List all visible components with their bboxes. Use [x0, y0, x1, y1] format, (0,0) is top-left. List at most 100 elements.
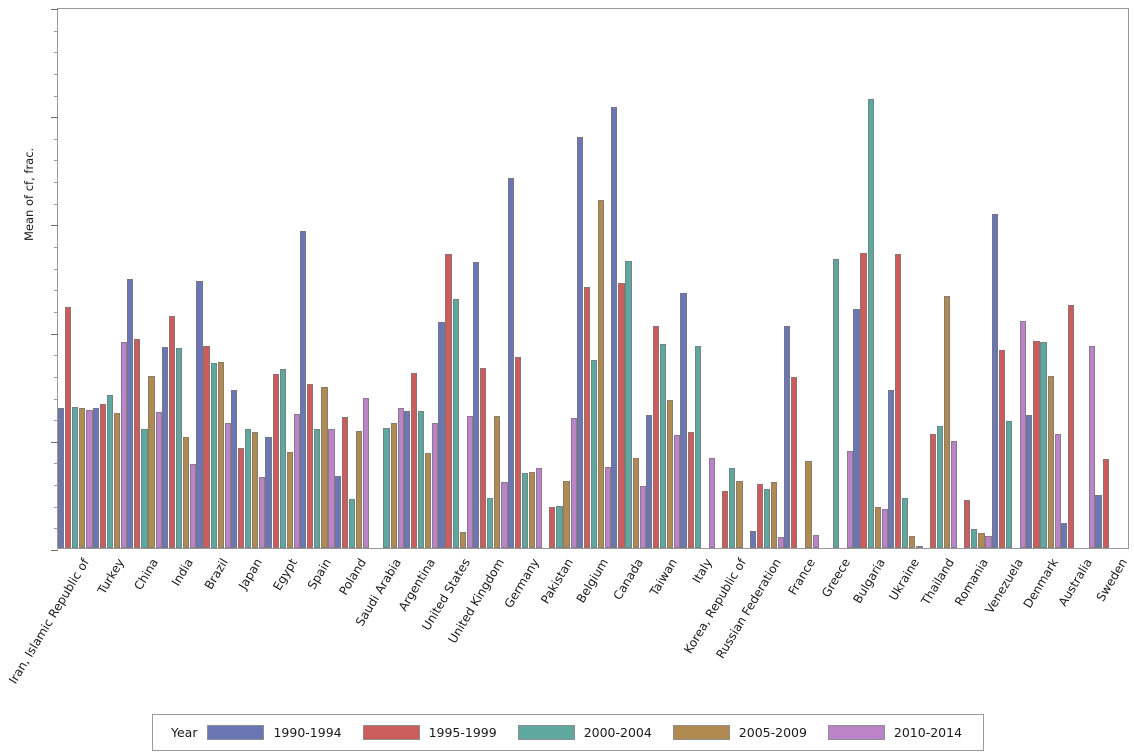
x-tick-label-wrap: Pakistan — [539, 556, 577, 606]
legend-swatch — [672, 725, 730, 740]
y-tick-major — [51, 441, 58, 443]
bar — [417, 410, 425, 548]
x-tick-label: Greece — [819, 556, 854, 600]
bar — [694, 345, 701, 548]
bar — [1060, 523, 1068, 548]
bar — [230, 390, 238, 548]
bar — [652, 326, 660, 548]
bar — [134, 339, 141, 548]
bar — [321, 386, 328, 548]
bar — [224, 422, 231, 548]
y-tick-minor — [54, 247, 58, 249]
bar — [763, 488, 770, 548]
x-tick-label-wrap: Venezuela — [982, 556, 1026, 616]
y-tick-minor — [54, 528, 58, 530]
bar — [598, 199, 605, 548]
bar — [521, 473, 528, 548]
bar — [348, 499, 356, 548]
legend-item[interactable]: 2005-2009 — [672, 725, 828, 740]
bar — [902, 498, 909, 548]
x-tick-label: Egypt — [269, 556, 300, 593]
y-tick-minor — [54, 203, 58, 205]
y-tick-minor — [54, 420, 58, 422]
legend-label: 2000-2004 — [583, 725, 652, 740]
bar — [245, 428, 252, 548]
plot-area: Mean of cf, frac. 0.001.002.003.004.005.… — [22, 8, 1129, 551]
bar — [432, 422, 439, 548]
bar — [452, 299, 459, 548]
bar — [293, 413, 301, 548]
bar — [307, 383, 314, 548]
bar — [722, 490, 729, 548]
bar — [887, 390, 895, 548]
x-tick-label: Pakistan — [538, 556, 577, 607]
bars-layer — [58, 9, 1128, 548]
y-tick-minor — [54, 290, 58, 292]
bar — [252, 432, 259, 548]
bar — [58, 408, 65, 548]
x-tick-label-wrap: Belgium — [574, 556, 611, 605]
bar — [563, 480, 570, 548]
x-tick-label-wrap: Saudi Arabia — [352, 556, 403, 628]
x-tick-label-wrap: Turkey — [95, 556, 127, 597]
bar — [556, 505, 563, 548]
x-tick-label-wrap: Spain — [305, 556, 334, 592]
bar — [1102, 459, 1109, 548]
bar — [881, 509, 888, 548]
x-tick-label-wrap: Italy — [689, 556, 714, 586]
bar — [65, 306, 72, 548]
bar — [168, 316, 176, 548]
x-tick-label: Taiwan — [647, 556, 681, 599]
x-tick-label-wrap: Egypt — [270, 556, 300, 593]
legend-swatch — [207, 725, 265, 740]
x-tick-label-wrap: Argentina — [396, 556, 438, 613]
bar — [998, 350, 1005, 548]
y-tick-minor — [54, 311, 58, 313]
x-tick-label-wrap: Brazil — [201, 556, 230, 592]
bar — [459, 531, 466, 548]
legend-label: 1995-1999 — [428, 725, 497, 740]
x-tick-label: Italy — [689, 556, 715, 586]
bar — [472, 262, 480, 548]
bar — [1033, 341, 1040, 548]
legend-label: 2010-2014 — [893, 725, 963, 740]
y-tick-major — [51, 550, 58, 551]
bar — [363, 397, 370, 548]
x-tick-label: Germany — [501, 556, 542, 611]
bar — [639, 486, 646, 548]
x-tick-label-wrap: Korea, Republic of — [682, 556, 750, 656]
legend-item[interactable]: 2000-2004 — [517, 725, 673, 740]
x-tick-label: Brazil — [201, 556, 231, 592]
legend-item[interactable]: 1990-1994 — [207, 725, 362, 740]
y-tick-minor — [54, 182, 58, 184]
bar — [480, 368, 487, 548]
bar — [805, 461, 812, 548]
x-tick-label-wrap: Greece — [819, 556, 853, 600]
x-tick-label: India — [168, 556, 197, 589]
bar — [410, 372, 418, 548]
y-axis-label: Mean of cf, frac. — [22, 147, 36, 241]
x-tick-label: Romania — [952, 556, 992, 609]
bar — [272, 373, 279, 548]
bar — [860, 252, 867, 548]
x-tick-label-wrap: Taiwan — [647, 556, 680, 598]
bar — [680, 292, 687, 548]
legend-item[interactable]: 1995-1999 — [362, 725, 518, 740]
bar — [217, 361, 224, 548]
bar — [341, 417, 348, 548]
bar — [590, 359, 598, 548]
x-tick-label: Spain — [305, 556, 335, 592]
x-tick-label: Ukraine — [886, 556, 923, 603]
legend-label: 1990-1994 — [273, 725, 342, 740]
bar — [1067, 304, 1075, 548]
bar — [605, 466, 612, 548]
x-tick-label: Thailand — [918, 556, 957, 608]
x-tick-label-wrap: United Kingdom — [446, 556, 508, 646]
bar — [210, 362, 217, 548]
bar — [528, 472, 536, 548]
legend-item[interactable]: 2010-2014 — [827, 725, 983, 740]
x-tick-label-wrap: China — [132, 556, 162, 593]
bar — [1026, 414, 1033, 548]
bar — [501, 482, 508, 548]
